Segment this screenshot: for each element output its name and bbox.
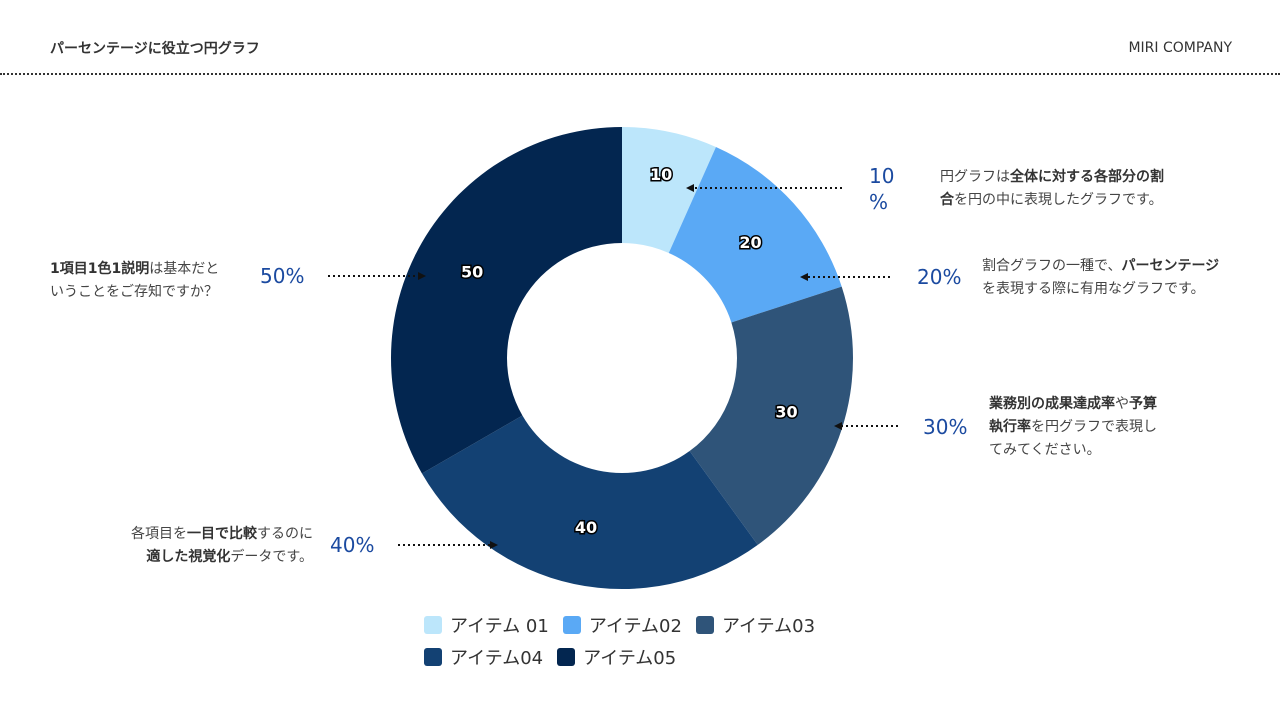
annotation-text-10: 円グラフは全体に対する各部分の割 合を円の中に表現したグラフです。 bbox=[940, 169, 1164, 208]
legend-item-3: アイテム03 bbox=[695, 612, 816, 638]
annotation-pct-20: 20% bbox=[917, 265, 962, 289]
annotation-text-50: 1項目1色1説明は基本だと いうことをご存知ですか？ bbox=[50, 261, 220, 300]
legend-label: アイテム03 bbox=[721, 616, 816, 637]
slice-value-label-4: 40 bbox=[575, 518, 597, 537]
legend-item-5: アイテム05 bbox=[557, 644, 676, 670]
legend-label: アイテム04 bbox=[450, 648, 544, 669]
page-title: パーセンテージに役立つ円グラフ bbox=[50, 41, 260, 57]
legend-swatch bbox=[424, 648, 442, 666]
pointer-arrow-20 bbox=[800, 273, 890, 281]
annotation-text-20: 割合グラフの一種で、パーセンテージ を表現する際に有用なグラフです。 bbox=[982, 258, 1220, 297]
legend-swatch bbox=[562, 616, 581, 634]
legend-item-1: アイテム 01 bbox=[424, 612, 549, 638]
annotation-pct-50: 50% bbox=[260, 264, 305, 288]
header-divider bbox=[0, 73, 1280, 75]
pointer-arrow-40 bbox=[398, 541, 498, 549]
legend-label: アイテム 01 bbox=[450, 616, 549, 637]
company-name: MIRI COMPANY bbox=[1128, 40, 1232, 56]
chart-legend: アイテム 01 アイテム02 アイテム03 アイテム04 アイテム05 bbox=[424, 612, 844, 670]
pointer-arrow-10 bbox=[686, 184, 842, 192]
annotation-text-40: 各項目を一目で比較するのに 適した視覚化データです。 bbox=[131, 526, 313, 565]
pointer-arrow-30 bbox=[834, 422, 898, 430]
legend-item-4: アイテム04 bbox=[424, 644, 543, 670]
donut-slice-5 bbox=[391, 127, 622, 474]
donut-slice-2 bbox=[668, 146, 842, 323]
legend-swatch bbox=[557, 648, 576, 666]
legend-label: アイテム05 bbox=[583, 648, 677, 669]
legend-swatch bbox=[695, 616, 714, 634]
donut-slice-1 bbox=[622, 127, 716, 253]
donut-slice-4 bbox=[421, 415, 758, 589]
slice-value-label-1: 10 bbox=[650, 165, 672, 184]
annotation-text-30: 業務別の成果達成率や予算 執行率を円グラフで表現し てみてください。 bbox=[989, 396, 1157, 458]
annotation-pct-40: 40% bbox=[330, 533, 375, 557]
pointer-arrow-50 bbox=[328, 272, 426, 280]
annotation-pct-10: 10 % bbox=[869, 164, 895, 214]
donut-slice-3 bbox=[689, 286, 853, 545]
legend-swatch bbox=[424, 616, 442, 634]
slice-value-label-3: 30 bbox=[775, 402, 797, 421]
legend-item-2: アイテム02 bbox=[562, 612, 682, 638]
slice-value-label-5: 50 bbox=[461, 263, 483, 282]
annotation-pct-30: 30% bbox=[923, 415, 968, 439]
legend-label: アイテム02 bbox=[588, 616, 682, 637]
slice-value-label-2: 20 bbox=[739, 233, 761, 252]
